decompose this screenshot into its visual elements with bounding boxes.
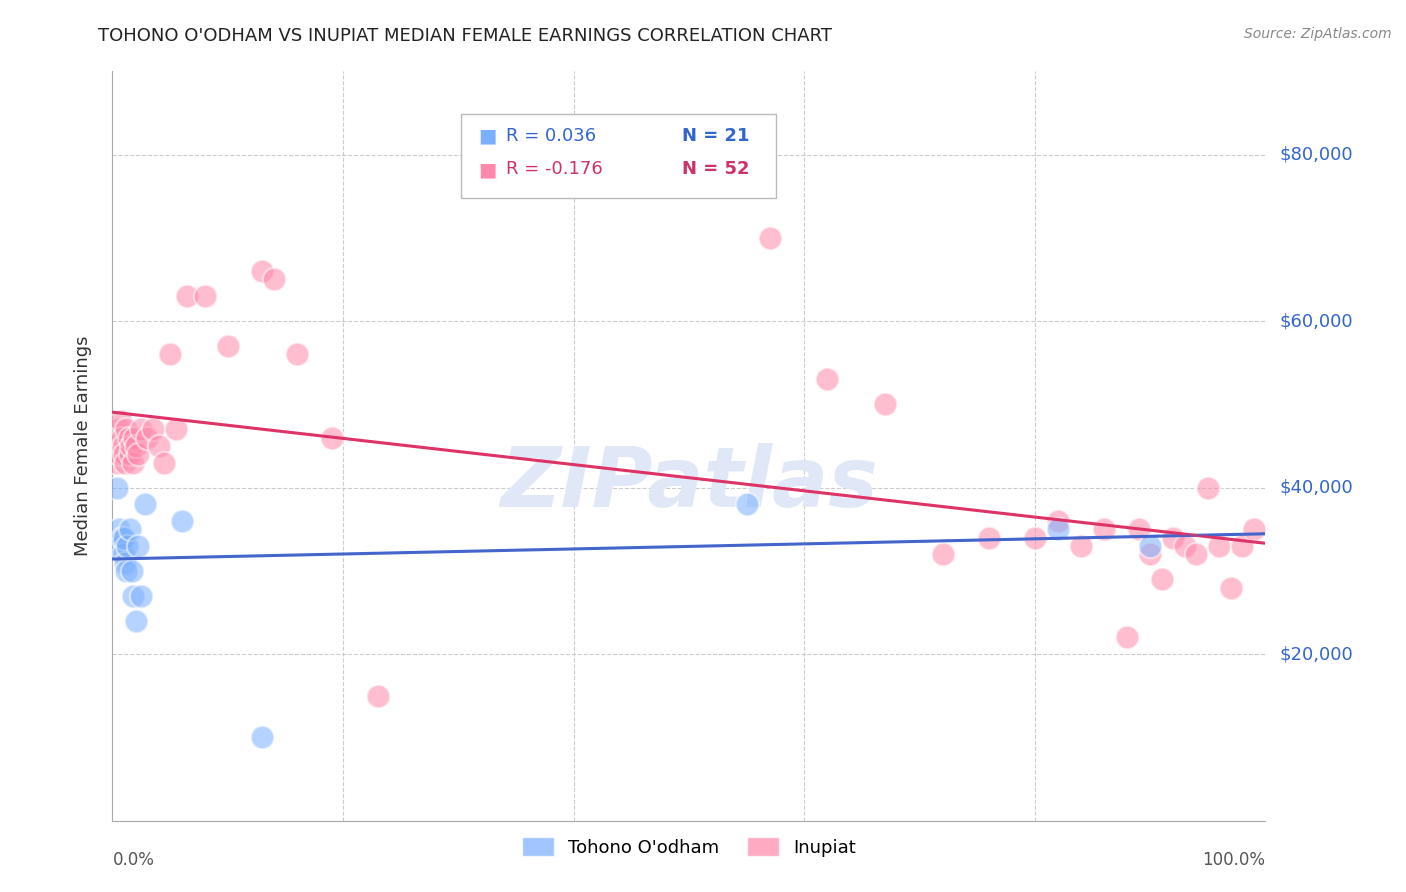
Legend: Tohono O'odham, Inupiat: Tohono O'odham, Inupiat — [515, 830, 863, 864]
Point — [124, 614, 146, 628]
Point — [114, 556, 136, 570]
Point — [118, 447, 141, 461]
Point — [118, 522, 141, 536]
Point — [1046, 522, 1069, 536]
Text: 0.0%: 0.0% — [112, 851, 155, 869]
Point — [108, 447, 131, 461]
Point — [111, 531, 134, 545]
Point — [1174, 539, 1197, 553]
Point — [124, 439, 146, 453]
Text: N = 21: N = 21 — [682, 127, 749, 145]
Point — [134, 497, 156, 511]
Point — [977, 531, 1000, 545]
Point — [110, 539, 132, 553]
Point — [1161, 531, 1184, 545]
Point — [159, 347, 181, 361]
Point — [176, 289, 198, 303]
Point — [1092, 522, 1115, 536]
Point — [122, 456, 145, 470]
Point — [1232, 539, 1254, 553]
Point — [110, 414, 132, 428]
Point — [153, 456, 176, 470]
Text: $60,000: $60,000 — [1279, 312, 1353, 330]
Point — [194, 289, 217, 303]
Point — [115, 422, 138, 436]
Point — [285, 347, 308, 361]
Point — [112, 531, 135, 545]
Point — [105, 481, 128, 495]
Point — [1024, 531, 1046, 545]
Point — [1185, 547, 1208, 561]
Point — [1150, 572, 1173, 586]
Point — [108, 522, 131, 536]
Text: ZIPatlas: ZIPatlas — [501, 443, 877, 524]
Point — [120, 439, 142, 453]
Text: R = 0.036: R = 0.036 — [506, 127, 596, 145]
Text: TOHONO O'ODHAM VS INUPIAT MEDIAN FEMALE EARNINGS CORRELATION CHART: TOHONO O'ODHAM VS INUPIAT MEDIAN FEMALE … — [98, 27, 832, 45]
Point — [1208, 539, 1230, 553]
Point — [114, 456, 136, 470]
Point — [121, 564, 143, 578]
Point — [112, 447, 135, 461]
Point — [170, 514, 193, 528]
Point — [136, 431, 159, 445]
Point — [129, 589, 153, 603]
Text: R = -0.176: R = -0.176 — [506, 161, 603, 178]
Point — [1070, 539, 1092, 553]
Point — [105, 456, 128, 470]
Point — [321, 431, 343, 445]
Point — [1139, 547, 1161, 561]
Point — [758, 231, 780, 245]
Point — [111, 439, 134, 453]
Point — [873, 397, 896, 411]
Point — [263, 272, 285, 286]
Point — [1197, 481, 1219, 495]
Point — [127, 447, 149, 461]
Point — [107, 422, 129, 436]
Point — [252, 731, 274, 745]
Point — [1139, 539, 1161, 553]
Text: N = 52: N = 52 — [682, 161, 749, 178]
Text: Source: ZipAtlas.com: Source: ZipAtlas.com — [1244, 27, 1392, 41]
Text: 100.0%: 100.0% — [1202, 851, 1265, 869]
Point — [124, 431, 146, 445]
Point — [148, 439, 170, 453]
Point — [115, 564, 138, 578]
Text: ■: ■ — [478, 160, 496, 179]
Point — [815, 372, 838, 386]
Point — [129, 422, 153, 436]
Point — [117, 539, 139, 553]
Point — [127, 539, 149, 553]
Point — [735, 497, 758, 511]
Point — [252, 264, 274, 278]
Point — [217, 339, 239, 353]
Y-axis label: Median Female Earnings: Median Female Earnings — [73, 335, 91, 557]
Text: $20,000: $20,000 — [1279, 645, 1353, 663]
Point — [122, 589, 145, 603]
Text: $80,000: $80,000 — [1279, 145, 1353, 163]
Text: $40,000: $40,000 — [1279, 479, 1353, 497]
Point — [931, 547, 953, 561]
Point — [1128, 522, 1150, 536]
Text: ■: ■ — [478, 126, 496, 145]
Point — [165, 422, 187, 436]
Point — [1219, 581, 1241, 595]
Point — [1116, 631, 1139, 645]
Point — [1243, 522, 1265, 536]
Point — [111, 431, 134, 445]
Point — [111, 547, 134, 561]
Point — [117, 431, 139, 445]
Point — [1046, 514, 1069, 528]
Point — [367, 689, 389, 703]
Point — [142, 422, 165, 436]
